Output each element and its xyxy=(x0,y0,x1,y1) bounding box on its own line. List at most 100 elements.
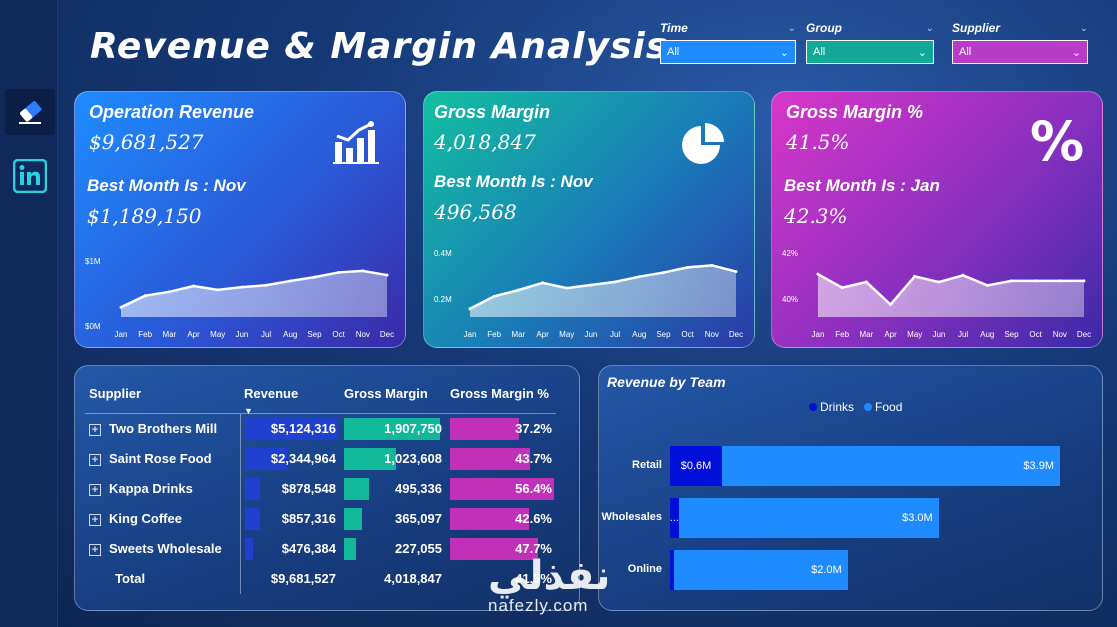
data-point-jun[interactable] xyxy=(589,283,593,287)
data-point-apr[interactable] xyxy=(541,281,545,285)
drinks-bar[interactable]: ... xyxy=(670,498,679,538)
team-chart-legend: Drinks Food xyxy=(809,400,902,414)
data-point-mar[interactable] xyxy=(516,288,520,292)
collapse-icon[interactable]: ⌄ xyxy=(787,22,796,34)
expand-icon[interactable]: + xyxy=(89,513,101,526)
data-point-nov[interactable] xyxy=(710,263,714,267)
eraser-button[interactable] xyxy=(5,89,55,135)
margin-pct-bar xyxy=(450,507,530,530)
linkedin-icon xyxy=(13,159,47,193)
margin-pct-bar xyxy=(450,447,531,470)
x-tick-dec: Dec xyxy=(380,330,394,339)
data-point-sep[interactable] xyxy=(661,271,665,275)
margin-card: Gross Margin 4,018,847 Best Month Is : N… xyxy=(423,91,755,348)
collapse-icon[interactable]: ⌄ xyxy=(925,22,934,34)
margin-pct-value: 43.7% xyxy=(515,451,552,466)
data-point-aug[interactable] xyxy=(985,283,989,287)
data-point-dec[interactable] xyxy=(1082,279,1086,283)
expand-icon[interactable]: + xyxy=(89,423,101,436)
margin-area-chart: Jan Feb Mar Apr May Jun Jul Aug Sep Oct Nov Dec 0.4M… xyxy=(434,249,743,339)
data-point-apr[interactable] xyxy=(192,284,196,288)
data-point-mar[interactable] xyxy=(864,280,868,284)
margin-bar xyxy=(344,537,356,560)
table-row[interactable]: + Sweets Wholesale $476,384 227,055 47.7% xyxy=(85,533,556,564)
drinks-bar[interactable] xyxy=(670,550,675,590)
expand-icon[interactable]: + xyxy=(89,453,101,466)
col-gross-margin[interactable]: Gross Margin xyxy=(344,386,428,401)
revenue-title: Operation Revenue xyxy=(89,102,255,122)
data-point-may[interactable] xyxy=(913,274,917,278)
data-point-mar[interactable] xyxy=(167,290,171,294)
data-point-jul[interactable] xyxy=(961,273,965,277)
data-point-sep[interactable] xyxy=(312,275,316,279)
supplier-cell: + Saint Rose Food xyxy=(85,444,240,474)
table-total-row: Total $9,681,527 4,018,847 41.5% xyxy=(85,563,556,594)
data-point-oct[interactable] xyxy=(686,265,690,269)
col-supplier[interactable]: Supplier xyxy=(89,386,142,401)
revenue-value: $9,681,527 xyxy=(89,130,204,154)
table-row[interactable]: + Kappa Drinks $878,548 495,336 56.4% xyxy=(85,473,556,504)
margin-bar xyxy=(344,507,363,530)
food-bar[interactable]: $2.0M xyxy=(674,550,848,590)
watermark-latin: nafezly.com xyxy=(488,596,589,615)
data-point-may[interactable] xyxy=(565,286,569,290)
pie-chart-icon xyxy=(682,123,724,164)
data-point-nov[interactable] xyxy=(1058,279,1062,283)
data-point-sep[interactable] xyxy=(1009,279,1013,283)
legend-drinks[interactable]: Drinks xyxy=(809,400,854,414)
data-point-nov[interactable] xyxy=(361,269,365,273)
expand-icon[interactable]: + xyxy=(89,483,101,496)
supplier-slicer-label: Supplier xyxy=(952,21,1001,35)
data-point-jul[interactable] xyxy=(613,280,617,284)
data-point-aug[interactable] xyxy=(637,275,641,279)
col-revenue[interactable]: Revenue ▼ xyxy=(240,380,340,416)
table-row[interactable]: + Two Brothers Mill $5,124,316 1,907,750 37.… xyxy=(85,413,556,444)
team-chart-panel: Revenue by Team Drinks Food Retail $0.6M $… xyxy=(598,365,1103,611)
time-dropdown-value: All xyxy=(667,46,680,58)
legend-drinks-label: Drinks xyxy=(820,400,855,414)
linkedin-button[interactable] xyxy=(5,153,55,199)
revenue-value: $5,124,316 xyxy=(270,421,336,437)
data-point-feb[interactable] xyxy=(840,286,844,290)
data-point-dec[interactable] xyxy=(734,270,738,274)
margin-pct-bar xyxy=(450,537,539,560)
supplier-name: Sweets Wholesale xyxy=(109,541,222,556)
data-point-jan[interactable] xyxy=(816,272,820,276)
food-bar[interactable]: $3.9M xyxy=(722,446,1060,486)
table-row[interactable]: + Saint Rose Food $2,344,964 1,023,608 43.7% xyxy=(85,443,556,474)
data-point-apr[interactable] xyxy=(889,303,893,307)
food-bar[interactable]: $3.0M xyxy=(678,498,939,538)
table-row[interactable]: + King Coffee $857,316 365,097 42.6% xyxy=(85,503,556,534)
data-point-jan[interactable] xyxy=(119,305,123,309)
data-point-feb[interactable] xyxy=(143,294,147,298)
time-dropdown[interactable]: All ⌄ xyxy=(660,40,796,64)
margin-pct-cell: 47.7% xyxy=(446,534,556,564)
data-point-jan[interactable] xyxy=(468,307,472,311)
margin-value: 4,018,847 xyxy=(434,130,536,154)
total-label: Total xyxy=(115,571,146,586)
expand-icon[interactable]: + xyxy=(89,543,101,556)
collapse-icon[interactable]: ⌄ xyxy=(1079,22,1088,34)
data-point-oct[interactable] xyxy=(1034,279,1038,283)
drinks-bar[interactable]: $0.6M xyxy=(670,446,722,486)
data-point-aug[interactable] xyxy=(288,279,292,283)
margin-pct-title: Gross Margin % xyxy=(786,102,924,122)
x-tick-sep: Sep xyxy=(656,330,671,339)
data-point-may[interactable] xyxy=(216,288,220,292)
data-point-dec[interactable] xyxy=(385,273,389,277)
team-label: Wholesales xyxy=(601,511,662,523)
margin-pct-value: 47.7% xyxy=(515,541,552,556)
x-tick-jan: Jan xyxy=(464,330,477,339)
data-point-feb[interactable] xyxy=(492,294,496,298)
data-point-oct[interactable] xyxy=(337,270,341,274)
col-gross-margin-pct[interactable]: Gross Margin % xyxy=(450,386,549,401)
data-point-jun[interactable] xyxy=(240,285,244,289)
legend-food[interactable]: Food xyxy=(864,400,902,414)
chevron-down-icon: ⌄ xyxy=(1071,46,1081,59)
supplier-dropdown[interactable]: All ⌄ xyxy=(952,40,1088,64)
data-point-jun[interactable] xyxy=(937,280,941,284)
margin-title: Gross Margin xyxy=(434,102,551,122)
group-dropdown[interactable]: All ⌄ xyxy=(806,40,934,64)
series-line xyxy=(469,264,737,310)
data-point-jul[interactable] xyxy=(264,283,268,287)
